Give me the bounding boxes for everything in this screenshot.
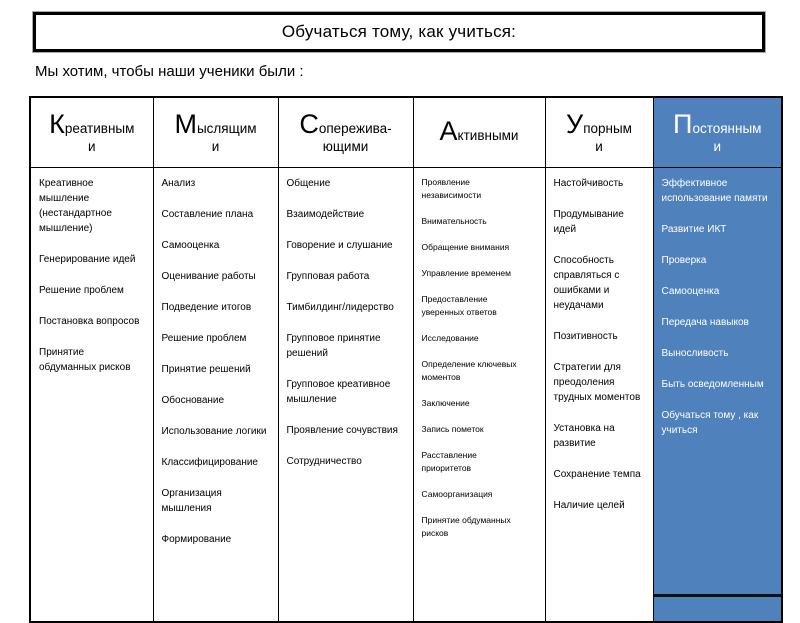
skill-item: Самоорганизация: [421, 488, 493, 499]
skill-item: Развитие ИКТ: [661, 223, 727, 235]
skill-item: Анализ: [161, 177, 196, 189]
skill-item: Предоставление уверенных ответов: [421, 293, 497, 317]
skill-item: Наличие целей: [553, 499, 625, 511]
header-row: Креативным и Мыслящим и Сопережива- ющим…: [29, 96, 783, 168]
skill-item: Составление плана: [161, 208, 254, 220]
dropcap-letter: А: [439, 116, 458, 147]
skill-item: Принятие решений: [161, 363, 251, 375]
skill-item: Проявление независимости: [421, 176, 482, 200]
skill-item: Групповое креативное мышление: [286, 378, 391, 405]
column-header-creative: Креативным и: [29, 96, 154, 168]
skill-item: Взаимодействие: [286, 208, 365, 220]
skill-item: Формирование: [161, 533, 232, 545]
skill-item: Внимательность: [421, 215, 487, 226]
column-thinking-items: Анализ Составление плана Самооценка Оцен…: [152, 166, 279, 623]
skill-item: Управление временем: [421, 267, 511, 278]
skill-item: Запись пометок: [421, 423, 484, 434]
skill-item: Обоснование: [161, 394, 225, 406]
column-active-items: Проявление независимости Внимательность …: [412, 166, 546, 623]
skill-item: Классифицирование: [161, 456, 259, 468]
skill-item: Обучаться тому , как учиться: [661, 409, 759, 436]
skill-item: Подведение итогов: [161, 301, 252, 313]
column-header-thinking: Мыслящим и: [152, 96, 279, 168]
slide-title: Обучаться тому, как учиться:: [281, 22, 517, 41]
skill-item: Выносливость: [661, 347, 729, 359]
skill-item: Сохранение темпа: [553, 468, 641, 480]
skill-item: Эффективное использование памяти: [661, 177, 768, 204]
column-header-empathetic: Сопережива- ющими: [277, 96, 414, 168]
column-empathetic-items: Общение Взаимодействие Говорение и слуша…: [277, 166, 414, 623]
skill-item: Говорение и слушание: [286, 239, 393, 251]
slide-title-box: Обучаться тому, как учиться:: [32, 11, 766, 53]
skill-item: Способность справляться с ошибками и неу…: [553, 254, 620, 311]
skill-item: Проявление сочувствия: [286, 424, 398, 436]
skill-item: Самооценка: [661, 285, 720, 297]
skill-item: Принятие обдуманных рисков: [39, 346, 131, 373]
skills-table: Креативным и Мыслящим и Сопережива- ющим…: [29, 96, 783, 623]
column-constant-items: Эффективное использование памяти Развити…: [652, 166, 783, 623]
skill-item: Сотрудничество: [286, 455, 362, 467]
skill-item: Тимбилдинг/лидерство: [286, 301, 394, 313]
skill-item: Постановка вопросов: [39, 315, 140, 327]
skill-item: Быть осведомленным: [661, 378, 764, 390]
skill-item: Исследование: [421, 332, 479, 343]
skill-item: Расставление приоритетов: [421, 449, 477, 473]
dropcap-letter: С: [299, 108, 319, 139]
column-persistent-items: Настойчивость Продумывание идей Способно…: [544, 166, 654, 623]
column-header-active: Активными: [412, 96, 546, 168]
skill-item: Заключение: [421, 397, 470, 408]
skill-item: Продумывание идей: [553, 208, 624, 235]
skill-item: Решение проблем: [161, 332, 247, 344]
dropcap-letter: У: [566, 108, 584, 139]
skill-item: Передача навыков: [661, 316, 749, 328]
skill-item: Использование логики: [161, 425, 267, 437]
dropcap-letter: М: [174, 108, 197, 139]
skill-item: Креативное мышление (нестандартное мышле…: [39, 177, 112, 234]
skill-item: Проверка: [661, 254, 707, 266]
skill-item: Принятие обдуманных рисков: [421, 514, 511, 538]
slide-subtitle: Мы хотим, чтобы наши ученики были :: [35, 63, 304, 80]
skill-item: Общение: [286, 177, 331, 189]
skill-item: Обращение внимания: [421, 241, 510, 252]
column-header-persistent: Упорным и: [544, 96, 654, 168]
skill-item: Групповая работа: [286, 270, 370, 282]
skill-item: Групповое принятие решений: [286, 332, 381, 359]
skill-item: Установка на развитие: [553, 422, 615, 449]
skill-item: Генерирование идей: [39, 253, 136, 265]
column-header-constant: Постоянным и: [652, 96, 783, 168]
skill-item: Решение проблем: [39, 284, 124, 296]
skill-item: Определение ключевых моментов: [421, 358, 517, 382]
skill-item: Стратегии для преодоления трудных момент…: [553, 361, 641, 403]
skill-item: Самооценка: [161, 239, 220, 251]
dropcap-letter: К: [49, 108, 65, 139]
skill-item: Организация мышления: [161, 487, 222, 514]
body-row: Креативное мышление (нестандартное мышле…: [29, 166, 783, 623]
constant-column-bottom-border: [654, 594, 782, 597]
dropcap-letter: П: [673, 108, 693, 139]
column-creative-items: Креативное мышление (нестандартное мышле…: [29, 166, 154, 623]
skill-item: Оценивание работы: [161, 270, 256, 282]
skill-item: Позитивность: [553, 330, 618, 342]
skill-item: Настойчивость: [553, 177, 624, 189]
